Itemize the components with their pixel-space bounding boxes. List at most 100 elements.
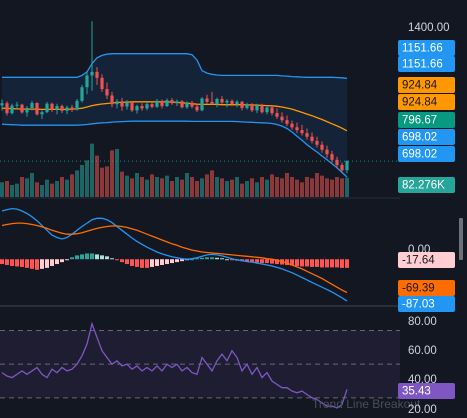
candle[interactable] [75,99,79,111]
candle[interactable] [15,101,19,109]
candle[interactable] [185,101,189,109]
volume-pane[interactable] [0,143,349,197]
candle[interactable] [285,115,289,127]
candle[interactable] [335,156,339,169]
candle[interactable] [300,124,304,136]
candle-body [45,103,49,113]
macd-histogram-bar [135,259,139,267]
macd-histogram-bar [270,259,274,264]
candle[interactable] [175,99,179,107]
candle[interactable] [35,102,39,116]
candle[interactable] [235,99,239,108]
candle[interactable] [225,99,229,108]
candle[interactable] [290,120,294,130]
candle[interactable] [275,108,279,120]
candle[interactable] [170,98,174,105]
scrollbar-handle[interactable] [459,218,463,260]
candle[interactable] [205,94,209,104]
candle[interactable] [150,101,154,109]
candle[interactable] [190,100,194,109]
candle[interactable] [165,98,169,108]
candle[interactable] [85,70,89,95]
candle[interactable] [280,112,284,123]
macd-histogram-label-bg [398,252,455,268]
candle[interactable] [340,162,344,173]
candle[interactable] [330,150,334,163]
candle-body [105,89,109,96]
candle[interactable] [45,101,49,114]
candle[interactable] [95,67,99,85]
candle[interactable] [305,128,309,140]
volume-bar [120,171,124,197]
candle[interactable] [310,132,314,144]
candle-body [185,102,189,108]
candle[interactable] [40,110,44,120]
candle[interactable] [130,101,134,112]
candle-body [5,103,9,114]
candle[interactable] [245,102,249,110]
price-axis-tick: 1400.00 [408,22,450,34]
candle[interactable] [125,100,129,110]
candle[interactable] [265,106,269,115]
candle[interactable] [255,103,259,114]
macd-pane[interactable] [0,207,349,302]
candle[interactable] [195,103,199,112]
macd-histogram-bar [125,259,129,265]
candle[interactable] [270,105,274,116]
candle[interactable] [145,102,149,111]
rsi-pane[interactable]: Trend Line Breakout [0,321,421,411]
candle[interactable] [315,136,319,148]
candle[interactable] [160,99,164,109]
macd-histogram-bar [325,259,329,268]
candle[interactable] [120,97,124,111]
bollinger-upper-label-bg [398,56,455,72]
axis-value-labels: 1151.66 1151.66 924.84 924.84 796.67 698.02 69… [398,40,455,399]
candle[interactable] [320,141,324,153]
volume-bar [125,175,129,197]
candle[interactable] [70,104,74,112]
volume-bar [35,182,39,197]
macd-histogram-bar [50,259,54,266]
price-pane[interactable] [0,21,400,178]
candle[interactable] [220,96,224,104]
candle[interactable] [345,160,349,174]
candle[interactable] [80,84,84,103]
candle[interactable] [105,82,109,100]
bollinger-lower-line [1,120,348,178]
candle[interactable] [215,97,219,108]
volume-bar [130,178,134,197]
candle[interactable] [260,103,264,114]
bollinger-upper-label: 1151.66 [398,56,455,72]
candle[interactable] [180,99,184,109]
candle[interactable] [60,104,64,114]
candle[interactable] [30,100,34,111]
volume-bar [90,143,94,197]
candle[interactable] [25,106,29,117]
candle[interactable] [210,91,214,105]
volume-bar [255,182,259,197]
candle[interactable] [295,122,299,134]
candle[interactable] [250,103,254,112]
candle[interactable] [55,103,59,115]
candle[interactable] [140,103,144,111]
candle[interactable] [10,103,14,115]
candle[interactable] [0,99,4,111]
volume-bar [10,185,14,197]
candle[interactable] [115,99,119,109]
candle[interactable] [135,104,139,114]
candle[interactable] [240,100,244,111]
candle[interactable] [65,105,69,115]
candle[interactable] [230,99,234,107]
candle[interactable] [100,74,104,92]
candle[interactable] [90,21,94,91]
macd-histogram-bar [175,259,179,263]
candle[interactable] [155,99,159,108]
volume-bar [195,181,199,197]
candle[interactable] [200,97,204,112]
candle[interactable] [5,101,9,116]
candle[interactable] [50,102,54,112]
candle[interactable] [110,91,114,108]
candle[interactable] [325,145,329,158]
candle[interactable] [20,103,24,114]
